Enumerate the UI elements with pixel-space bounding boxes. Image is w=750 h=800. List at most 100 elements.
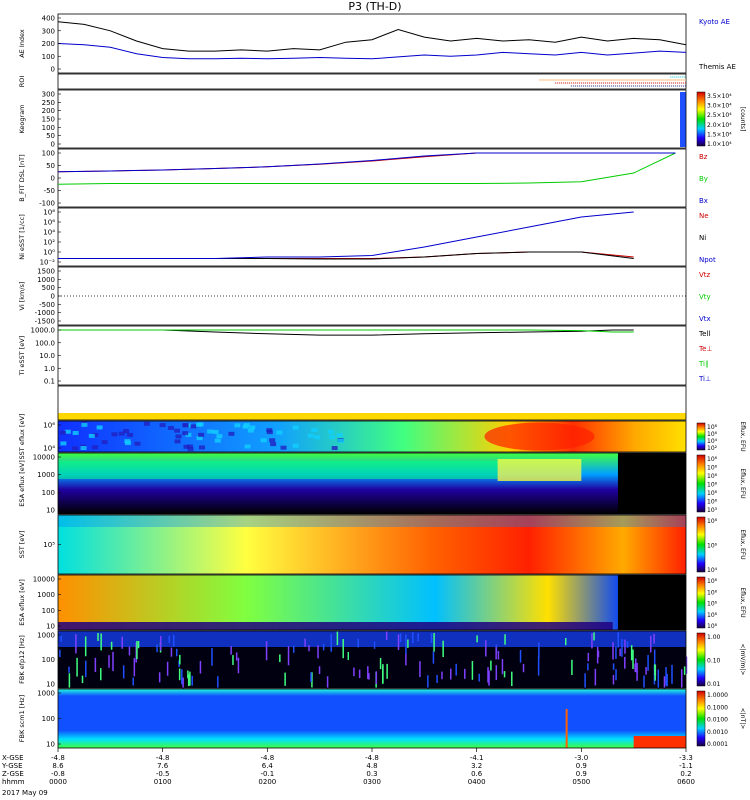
colorbar-tick-label: 10⁸ xyxy=(707,612,718,619)
fbk1-burst xyxy=(654,665,656,681)
sst1-pixel xyxy=(174,428,181,433)
fbk1-burst xyxy=(653,633,655,644)
colorbar-tick-label: 10⁸ xyxy=(707,623,718,630)
legend-entry: Ni xyxy=(699,234,706,242)
fbk1-burst xyxy=(399,633,402,643)
sst1-pixel xyxy=(126,432,133,437)
fbk1-burst xyxy=(501,658,504,675)
fbk1-burst xyxy=(357,638,360,648)
sst1-pixel xyxy=(183,444,190,449)
fbk1-burst xyxy=(680,669,683,688)
fbk1-burst xyxy=(617,632,620,648)
time-axis-row-label: hhmm xyxy=(2,778,25,786)
fbk1-burst xyxy=(636,662,638,681)
panel-ylabel: FBK efp12 [Hz] xyxy=(18,635,26,684)
time-axis-value: -3.3 xyxy=(679,754,693,762)
sst1-pixel xyxy=(175,434,182,439)
sst1-pixel xyxy=(242,424,249,429)
y-tick-label: 100 xyxy=(42,489,55,497)
fbk1-burst xyxy=(615,669,617,681)
sst1-pixel xyxy=(207,429,214,434)
panel-ylabel: AE Index xyxy=(18,29,26,58)
sst1-pixel xyxy=(80,446,87,451)
esa2-frame xyxy=(57,574,687,631)
panel-ylabel: Keogram xyxy=(18,104,26,133)
fbk1-burst xyxy=(85,660,87,678)
fbk1-burst xyxy=(497,651,500,660)
sst1-pixel xyxy=(81,422,88,427)
y-tick-label: 10⁶ xyxy=(43,422,55,430)
fbk1-burst xyxy=(683,666,686,675)
fbk1-burst xyxy=(110,641,113,650)
fbk1-burst xyxy=(487,667,489,683)
fbk1-burst xyxy=(181,669,183,685)
fbk1-burst xyxy=(287,646,290,666)
sst1-pixel xyxy=(292,425,299,430)
y-tick-label: 0.1 xyxy=(44,378,55,386)
y-tick-label: 1000 xyxy=(37,591,55,599)
colorbar-tick-label: 10³ xyxy=(707,507,718,514)
fbk1-burst xyxy=(632,649,634,669)
fbk1-burst xyxy=(503,671,506,678)
time-axis-value: 6.4 xyxy=(262,762,274,770)
y-tick-label: 10⁰ xyxy=(43,249,55,257)
bfield-frame xyxy=(57,148,687,208)
fbk1-burst xyxy=(159,636,162,651)
colorbar-tick-label: 0.1000 xyxy=(707,704,728,711)
sst1-pixel xyxy=(311,428,318,433)
fbk1-burst xyxy=(235,652,238,661)
fbk1-burst xyxy=(537,656,540,676)
sst2-heatmap xyxy=(58,515,686,574)
colorbar-tick-label: 10⁸ xyxy=(707,456,718,463)
bfield-series-line xyxy=(57,152,676,173)
fbk1-burst xyxy=(386,663,388,679)
y-tick-label: -100 xyxy=(39,200,55,208)
fbk1-burst xyxy=(407,639,409,648)
fbk1-burst xyxy=(619,648,621,657)
sst1-pixel xyxy=(195,422,202,427)
fbk1-burst xyxy=(495,646,497,660)
esa2-low-band xyxy=(58,622,613,630)
fbk1-burst xyxy=(464,668,466,679)
y-tick-label: 0 xyxy=(51,141,55,149)
fbk1-burst xyxy=(121,636,123,649)
sst1-pixel xyxy=(182,431,189,436)
time-axis-value: 0.9 xyxy=(576,762,587,770)
fbk1-burst xyxy=(624,656,626,669)
fbk1-burst xyxy=(379,658,382,670)
y-tick-label: 1500 xyxy=(37,268,55,276)
sst1-pixel xyxy=(270,442,277,447)
fbk1-burst xyxy=(318,666,321,675)
sst1-pixel xyxy=(260,438,267,443)
esa1-data-gap xyxy=(617,453,686,514)
fbk1-burst xyxy=(645,667,647,675)
y-tick-label: 10 xyxy=(46,623,55,631)
time-axis: X-GSE -4.8 -4.8 -4.8 -4.8 -4.1 -3.0 -3.3 Y-GSE 8.… xyxy=(1,748,695,797)
fbk2-heatmap xyxy=(58,689,686,748)
bfield-series-line xyxy=(57,152,676,173)
y-tick-label: 0 xyxy=(51,293,55,301)
colorbar-tick-label: 0.10 xyxy=(707,658,721,665)
fbk1-burst xyxy=(237,657,240,674)
y-tick-label: 100 xyxy=(42,607,55,615)
sst1-pixel xyxy=(91,445,98,450)
colorbar-tick-label: 10⁴ xyxy=(707,438,718,445)
fbk1-burst xyxy=(653,649,656,668)
density-series-line xyxy=(58,251,634,260)
sst1-pixel xyxy=(143,421,150,426)
fbk1-burst xyxy=(59,649,61,657)
fbk1-burst xyxy=(168,635,170,643)
colorbar-tick-label: 1.0000 xyxy=(707,692,728,699)
sst2-colorbar xyxy=(696,516,706,573)
fbk1-burst xyxy=(647,655,649,671)
fbk1-burst xyxy=(84,636,87,657)
fbk1-colorbar xyxy=(696,632,706,687)
fbk1-burst xyxy=(630,645,633,661)
colorbar-title: <|nT|> xyxy=(739,708,746,730)
y-tick-label: 1000.0 xyxy=(31,327,56,335)
time-axis-value: -4.1 xyxy=(470,754,484,762)
fbk1-burst xyxy=(478,673,480,682)
panel-ylabel: B_FIT DSL [nT] xyxy=(18,154,26,201)
esa2-data-gap xyxy=(617,575,686,630)
colorbar-title: <|mV/m|> xyxy=(739,644,746,676)
